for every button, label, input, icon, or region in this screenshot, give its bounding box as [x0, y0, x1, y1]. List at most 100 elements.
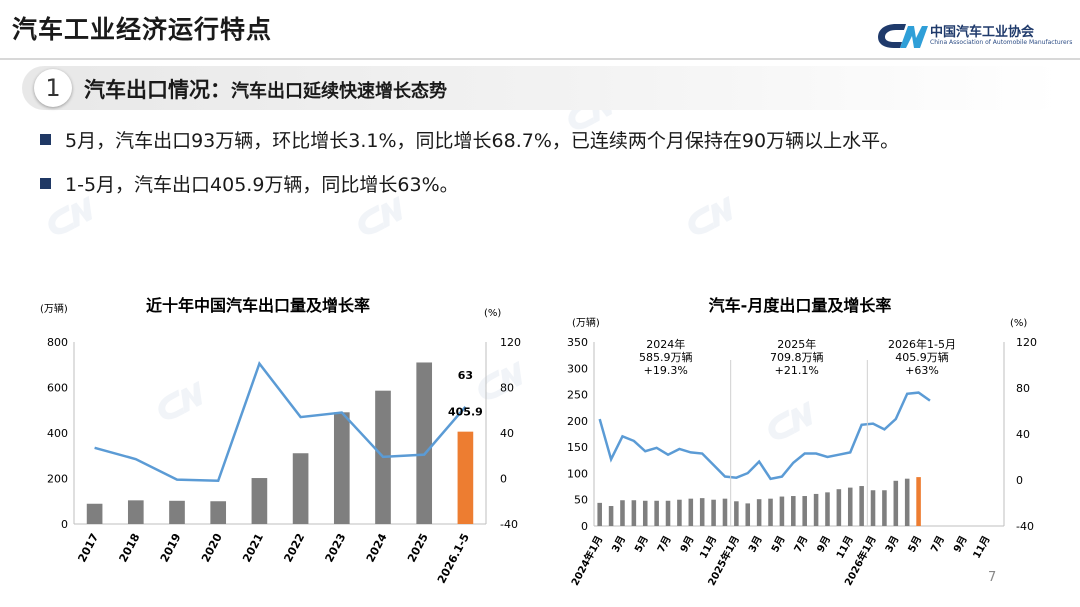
y-tick-label: 150	[567, 441, 588, 454]
y-tick-label: 300	[567, 362, 588, 375]
caam-logo: 中国汽车工业协会 China Association of Automobile…	[876, 18, 1076, 54]
bar	[802, 496, 807, 526]
x-tick-label: 9月	[815, 534, 834, 555]
bar	[779, 496, 785, 526]
bar	[836, 489, 842, 526]
y-tick-label: 350	[567, 336, 588, 349]
year-note-title: 2024年	[646, 337, 685, 351]
x-tick-label: 11月	[697, 534, 719, 561]
bar	[699, 498, 705, 526]
x-tick-label: 5月	[769, 534, 788, 555]
y-tick-label: 250	[567, 389, 588, 402]
x-tick-label: 3月	[610, 534, 629, 555]
year-note-volume: 405.9万辆	[895, 350, 949, 364]
bar	[847, 487, 853, 526]
x-tick-label: 9月	[678, 534, 697, 555]
chart-title: 汽车-月度出口量及增长率	[709, 296, 892, 315]
x-tick-label: 2020	[199, 531, 225, 564]
x-tick-label: 9月	[951, 534, 970, 555]
y2-tick-label: 0	[1016, 474, 1023, 487]
section-number: 1	[34, 69, 72, 107]
bar	[608, 506, 614, 526]
bar	[791, 496, 796, 526]
y-tick-label: 200	[47, 473, 68, 486]
section-title: 汽车出口情况：汽车出口延续快速增长态势	[84, 74, 447, 104]
year-note-volume: 709.8万辆	[770, 350, 824, 364]
y-axis-unit: (万辆)	[40, 302, 68, 315]
bar	[86, 503, 103, 524]
bullet-text: 1-5月，汽车出口405.9万辆，同比增长63%。	[65, 174, 459, 196]
x-tick-label: 2025	[405, 531, 431, 564]
bullet-item: 1-5月，汽车出口405.9万辆，同比增长63%。	[40, 170, 459, 197]
page-title: 汽车工业经济运行特点	[12, 15, 273, 44]
bar-highlight	[457, 431, 474, 524]
x-tick-label: 2024年1月	[568, 533, 605, 587]
y-tick-label: 100	[567, 467, 588, 480]
bar	[597, 502, 602, 526]
bar	[870, 490, 876, 526]
annual-chart: 近十年中国汽车出口量及增长率(万辆) (%)8006004002000120804…	[40, 296, 521, 586]
bar	[756, 499, 762, 526]
bar	[251, 478, 268, 524]
y2-tick-label: 120	[500, 336, 521, 349]
bar	[711, 499, 716, 526]
year-note-title: 2026年1-5月	[888, 337, 956, 351]
caam-logo-icon	[878, 24, 928, 48]
y-tick-label: 50	[574, 494, 588, 507]
chart-title: 近十年中国汽车出口量及增长率	[146, 296, 370, 315]
x-tick-label: 7月	[655, 534, 674, 555]
header-divider	[0, 58, 1080, 60]
y-tick-label: 600	[47, 382, 68, 395]
year-note-growth: +63%	[905, 364, 939, 377]
x-tick-label: 7月	[928, 534, 947, 555]
section-header: 1 汽车出口情况：汽车出口延续快速增长态势	[22, 66, 1062, 110]
x-tick-label: 11月	[971, 534, 993, 561]
y-axis-unit: (万辆)	[572, 316, 600, 329]
y-tick-label: 400	[47, 427, 68, 440]
bar	[620, 500, 625, 526]
x-tick-label: 2018	[117, 531, 143, 564]
bar	[665, 500, 671, 526]
bar	[882, 490, 887, 526]
bullet-square-icon	[40, 178, 51, 189]
bar	[734, 501, 739, 526]
x-tick-label: 2017	[75, 531, 101, 564]
logo-text-en: China Association of Automobile Manufact…	[930, 39, 1073, 46]
y-tick-label: 0	[61, 518, 68, 531]
section-title-main: 汽车出口情况：	[84, 78, 231, 102]
header-bar: 汽车工业经济运行特点 中国汽车工业协会 China Association of…	[0, 0, 1080, 60]
growth-line	[598, 391, 931, 481]
bar	[631, 500, 637, 526]
data-label: 63	[458, 369, 473, 382]
bullet-item: 5月，汽车出口93万辆，环比增长3.1%，同比增长68.7%，已连续两个月保持在…	[40, 126, 899, 153]
bar	[893, 480, 899, 526]
y-tick-label: 0	[581, 520, 588, 533]
bar	[722, 498, 728, 526]
bar	[169, 500, 185, 524]
x-tick-label: 5月	[906, 534, 925, 555]
y2-tick-label: 0	[500, 473, 507, 486]
y2-tick-label: -40	[1016, 520, 1034, 533]
x-tick-label: 2022	[281, 531, 307, 564]
page-number: 7	[988, 570, 997, 585]
y2-axis-unit: (%)	[1010, 318, 1027, 329]
bullet-text: 5月，汽车出口93万辆，环比增长3.1%，同比增长68.7%，已连续两个月保持在…	[65, 130, 900, 152]
y2-tick-label: 40	[1016, 428, 1030, 441]
x-tick-label: 7月	[792, 534, 811, 555]
y2-tick-label: 40	[500, 427, 514, 440]
year-note-volume: 585.9万辆	[639, 350, 693, 364]
bar-highlight	[916, 477, 921, 526]
year-note-title: 2025年	[777, 337, 816, 351]
y2-tick-label: 80	[1016, 382, 1030, 395]
x-tick-label: 5月	[632, 534, 651, 555]
bar	[904, 478, 910, 526]
y-tick-label: 200	[567, 415, 588, 428]
section-subtitle: 汽车出口延续快速增长态势	[231, 81, 447, 102]
y2-axis-unit: (%)	[484, 308, 501, 319]
x-tick-label: 2023	[323, 531, 349, 564]
y2-tick-label: -40	[500, 518, 518, 531]
logo-text-cn: 中国汽车工业协会	[930, 25, 1035, 40]
bar	[416, 362, 433, 524]
x-tick-label: 11月	[834, 534, 856, 561]
